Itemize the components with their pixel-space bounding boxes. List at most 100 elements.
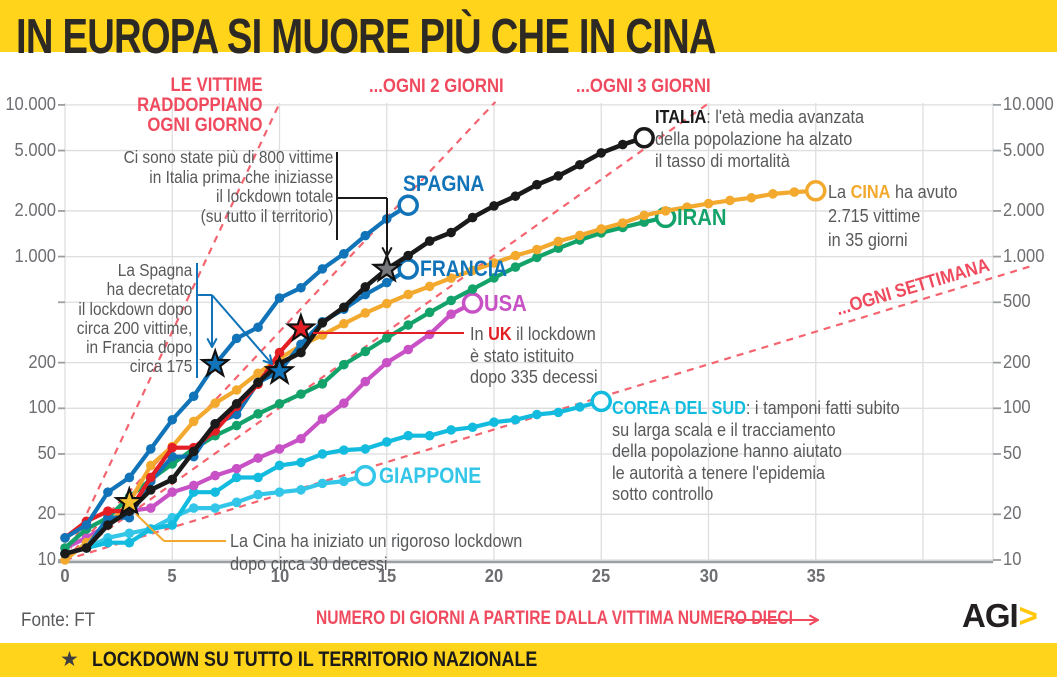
data-point-corea-del-sud xyxy=(424,430,435,441)
data-point-italia xyxy=(167,474,178,485)
data-point-cina xyxy=(210,398,220,409)
data-point-corea-del-sud xyxy=(103,537,113,548)
arrow-head xyxy=(206,338,213,348)
data-point-usa xyxy=(231,463,242,474)
data-point-iran xyxy=(274,399,285,409)
reference-line-1d xyxy=(64,101,282,561)
data-point-italia xyxy=(424,236,435,246)
data-point-usa xyxy=(167,487,178,497)
data-point-corea-del-sud xyxy=(188,487,199,497)
legend-label: LOCKDOWN SU TUTTO IL TERRITORIO NAZIONAL… xyxy=(92,648,538,671)
data-point-corea-del-sud xyxy=(360,444,371,454)
data-point-iran xyxy=(296,389,306,399)
data-point-giappone xyxy=(210,503,220,513)
data-point-italia xyxy=(296,347,306,358)
data-point-iran xyxy=(553,243,564,254)
end-marker-corea-del-sud xyxy=(590,390,612,413)
arrow-head xyxy=(809,614,819,621)
data-point-giappone xyxy=(124,528,135,539)
data-point-italia xyxy=(403,250,414,261)
data-point-iran xyxy=(360,346,371,357)
data-point-usa xyxy=(146,503,156,513)
data-point-spagna xyxy=(274,293,285,303)
data-point-corea-del-sud xyxy=(575,402,585,412)
data-point-corea-del-sud xyxy=(381,437,392,447)
data-point-spagna xyxy=(167,414,178,425)
data-point-usa xyxy=(210,470,220,481)
data-point-cina xyxy=(467,265,478,276)
data-point-giappone xyxy=(296,485,306,495)
data-point-spagna xyxy=(188,391,199,402)
data-point-italia xyxy=(231,399,242,409)
data-point-usa xyxy=(403,344,414,355)
data-point-usa xyxy=(274,444,285,454)
data-point-uk xyxy=(146,472,156,483)
data-point-cina xyxy=(489,258,499,268)
data-point-giappone xyxy=(253,489,263,500)
data-point-corea-del-sud xyxy=(510,414,521,425)
data-point-cina xyxy=(746,192,757,203)
data-point-cina xyxy=(339,318,349,329)
data-point-corea-del-sud xyxy=(446,425,456,435)
data-point-cina xyxy=(253,368,263,379)
lockdown-star-spagna xyxy=(199,347,232,378)
data-point-francia xyxy=(381,277,392,288)
data-point-cina xyxy=(725,195,735,206)
data-point-spagna xyxy=(360,230,371,241)
data-point-giappone xyxy=(231,497,242,508)
data-point-corea-del-sud xyxy=(167,520,178,530)
data-point-cina xyxy=(317,330,328,340)
data-point-cina xyxy=(532,244,542,255)
data-point-corea-del-sud xyxy=(231,472,242,483)
data-point-spagna xyxy=(124,472,135,483)
arrow-head xyxy=(211,338,218,348)
data-point-italia xyxy=(146,485,156,495)
data-point-corea-del-sud xyxy=(489,417,499,427)
data-point-italia xyxy=(210,419,220,429)
data-point-usa xyxy=(446,309,456,320)
series-line-italia xyxy=(62,135,647,557)
agi-logo-chevron-icon: > xyxy=(1018,597,1038,634)
arrow-head xyxy=(809,619,819,626)
data-point-italia xyxy=(553,171,564,181)
data-point-corea-del-sud xyxy=(296,457,306,468)
data-point-italia xyxy=(467,212,478,223)
data-point-italia xyxy=(60,548,70,559)
data-point-italia xyxy=(596,148,607,158)
data-point-spagna xyxy=(103,487,113,497)
data-point-italia xyxy=(188,446,199,457)
data-point-spagna xyxy=(296,282,306,293)
end-marker-usa xyxy=(461,292,484,314)
agi-logo-text: AGI xyxy=(962,597,1019,634)
data-point-italia xyxy=(103,520,113,530)
data-point-cina xyxy=(146,460,156,471)
end-marker-spagna xyxy=(397,194,419,216)
data-point-usa xyxy=(339,398,349,409)
arrow-head xyxy=(269,354,273,365)
data-point-usa xyxy=(360,376,371,387)
data-point-italia xyxy=(360,282,371,292)
data-point-usa xyxy=(317,414,328,424)
lockdown-star-uk xyxy=(284,311,318,343)
data-point-uk xyxy=(274,347,285,358)
data-point-iran xyxy=(253,408,263,419)
data-point-cina xyxy=(768,189,778,199)
data-point-giappone xyxy=(317,478,328,489)
data-point-iran xyxy=(317,379,328,389)
data-point-corea-del-sud xyxy=(253,472,263,483)
data-point-italia xyxy=(617,139,628,150)
data-point-cina xyxy=(510,250,521,261)
data-point-usa xyxy=(381,357,392,368)
data-point-italia xyxy=(339,302,349,313)
data-point-giappone xyxy=(274,487,285,497)
data-point-iran xyxy=(510,262,521,272)
data-point-spagna xyxy=(339,249,349,259)
data-point-iran xyxy=(639,217,649,228)
data-point-italia xyxy=(253,377,263,388)
data-point-cina xyxy=(360,308,371,318)
x-axis-caption: NUMERO DI GIORNI A PARTIRE DALLA VITTIMA… xyxy=(316,608,793,629)
arrow-head xyxy=(386,247,393,257)
end-marker-giappone xyxy=(354,464,377,487)
data-point-usa xyxy=(188,480,199,491)
